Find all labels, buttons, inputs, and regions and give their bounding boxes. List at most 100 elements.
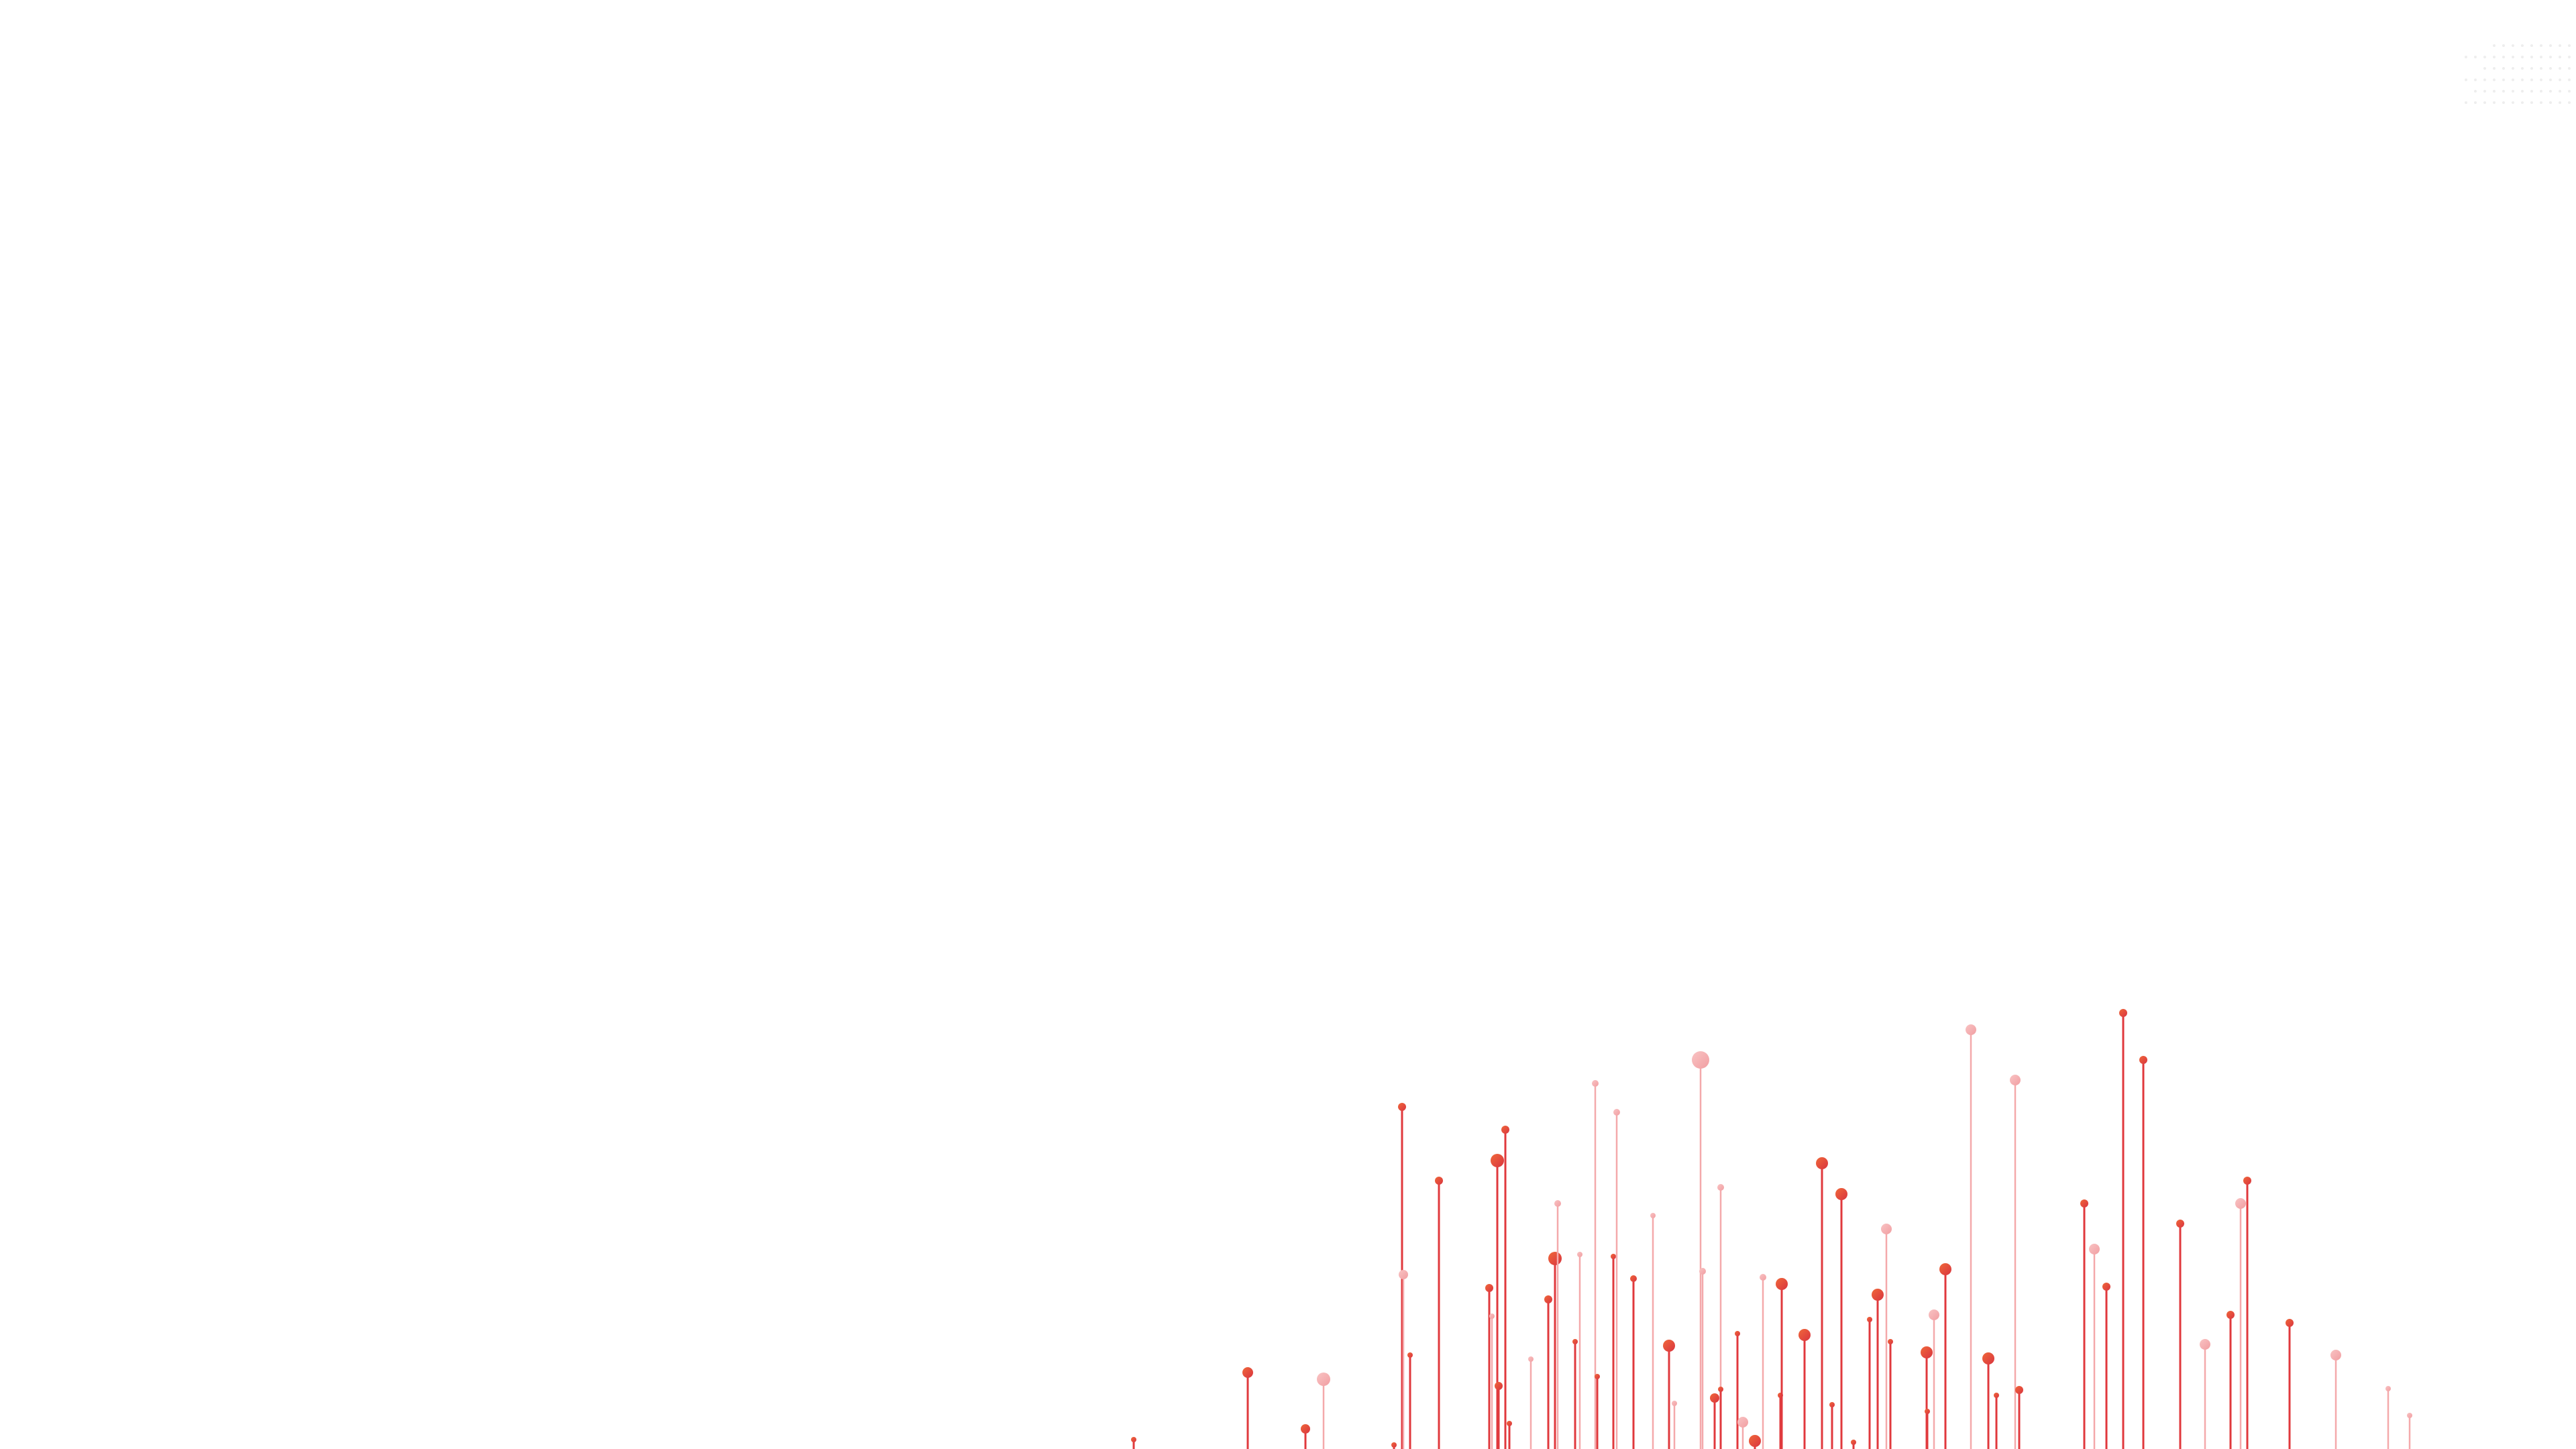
pin <box>1592 1080 1599 1449</box>
pin <box>2102 1283 2110 1449</box>
grid-dot <box>2559 90 2561 93</box>
grid-dot <box>2521 44 2524 47</box>
grid-dot <box>2474 101 2477 104</box>
grid-dot <box>2521 67 2524 70</box>
pin <box>1749 1435 1761 1449</box>
pin-head <box>1507 1421 1512 1426</box>
grid-dot <box>2512 101 2514 104</box>
grid-dot <box>2512 44 2514 47</box>
pin <box>1485 1284 1493 1449</box>
pin <box>1888 1339 1893 1449</box>
pin <box>1507 1421 1512 1449</box>
pin <box>1982 1352 1994 1449</box>
grid-dot <box>2483 90 2486 93</box>
grid-dot <box>2530 44 2533 47</box>
pin <box>1835 1188 1847 1449</box>
grid-dot <box>2568 78 2571 81</box>
grid-dot <box>2530 56 2533 58</box>
pin-head <box>2119 1009 2127 1017</box>
pin-head <box>1921 1346 1933 1358</box>
pin-head <box>1407 1352 1413 1358</box>
pin-head <box>1491 1154 1504 1167</box>
pin-head <box>1317 1373 1330 1386</box>
pin-head <box>1717 1184 1724 1191</box>
pin-head <box>1710 1393 1719 1403</box>
grid-dot <box>2521 78 2524 81</box>
pin-head <box>1485 1284 1493 1292</box>
pin-head <box>2286 1319 2294 1327</box>
grid-dot <box>2512 56 2514 58</box>
pin-head <box>1939 1263 1951 1275</box>
grid-dot <box>2502 56 2505 58</box>
pin <box>1735 1331 1740 1449</box>
grid-dot <box>2549 78 2552 81</box>
pin-head <box>1435 1177 1443 1185</box>
pin-head <box>1776 1278 1788 1290</box>
pin <box>1391 1442 1397 1449</box>
pin <box>1242 1367 1253 1449</box>
pin-head <box>2176 1220 2184 1228</box>
grid-dot <box>2559 44 2561 47</box>
pin <box>1663 1340 1675 1449</box>
pin-head <box>2015 1386 2023 1394</box>
pin <box>1544 1295 1552 1449</box>
dot-grid-icon <box>2465 44 2571 104</box>
pin-head <box>2330 1350 2341 1360</box>
pin-head <box>1572 1339 1578 1344</box>
grid-dot <box>2512 67 2514 70</box>
grid-dot <box>2568 90 2571 93</box>
grid-dot <box>2474 90 2477 93</box>
pin-head <box>2080 1199 2088 1208</box>
pin <box>1776 1278 1788 1449</box>
pin <box>1692 1051 1709 1449</box>
pin-head <box>2102 1283 2110 1291</box>
pin-head <box>1925 1409 1930 1414</box>
pin-head <box>1737 1417 1748 1428</box>
pin <box>1929 1309 1939 1449</box>
grid-dot <box>2521 90 2524 93</box>
pin <box>1435 1177 1443 1449</box>
grid-dot <box>2493 78 2496 81</box>
grid-dot <box>2483 101 2486 104</box>
pin <box>1737 1417 1748 1449</box>
pin-head <box>1888 1339 1893 1344</box>
pin <box>2139 1056 2147 1449</box>
pin <box>2015 1386 2023 1449</box>
grid-dot <box>2502 101 2505 104</box>
pin <box>2010 1075 2021 1449</box>
pin-head <box>2200 1339 2210 1350</box>
pin-head <box>1398 1103 1406 1111</box>
pin-head <box>1577 1252 1582 1257</box>
pin <box>1301 1424 1310 1449</box>
pin <box>1994 1393 1999 1449</box>
pin <box>1829 1402 1835 1449</box>
grid-dot <box>2493 44 2496 47</box>
pin <box>1595 1374 1600 1449</box>
pin-head <box>2243 1177 2251 1185</box>
pin-head <box>1399 1270 1408 1279</box>
grid-dot <box>2540 44 2542 47</box>
pin <box>1718 1387 1723 1449</box>
pin <box>1491 1154 1504 1449</box>
pin <box>1407 1352 1413 1449</box>
pin-head <box>1672 1401 1677 1406</box>
pin-head <box>1718 1387 1723 1392</box>
pin-head <box>1966 1024 1976 1035</box>
pin-head <box>1994 1393 1999 1398</box>
pin-head <box>1881 1224 1892 1234</box>
pin <box>1881 1224 1892 1449</box>
pin-head <box>1851 1440 1856 1445</box>
pin <box>2407 1413 2412 1449</box>
pin <box>1925 1409 1930 1449</box>
grid-dot <box>2530 90 2533 93</box>
pin <box>1528 1356 1534 1449</box>
pin-head <box>1749 1435 1761 1447</box>
pin <box>1872 1289 1884 1449</box>
grid-dot <box>2521 101 2524 104</box>
pin-head <box>1489 1313 1495 1319</box>
grid-dot <box>2502 78 2505 81</box>
grid-dot <box>2502 90 2505 93</box>
pin-head <box>1595 1374 1600 1379</box>
grid-dot <box>2540 90 2542 93</box>
grid-dot <box>2502 44 2505 47</box>
